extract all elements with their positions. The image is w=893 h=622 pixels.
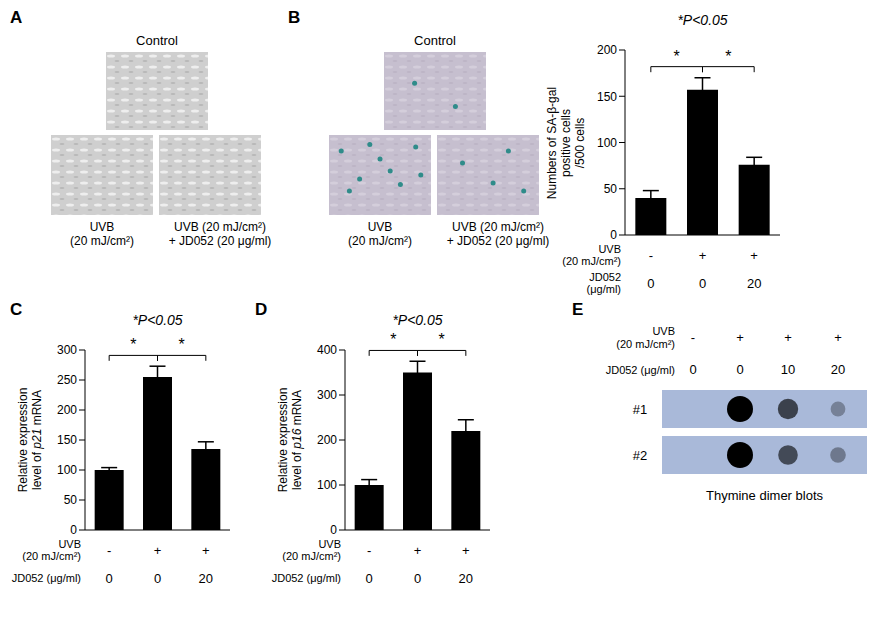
html-text:(20 mJ/cm²): (20 mJ/cm²) [562,255,621,267]
html-text:(μg/ml): (μg/ml) [586,283,621,295]
html-text:UVB: UVB [598,243,621,255]
html-text:+ JD052 (20 μg/ml): + JD052 (20 μg/ml) [446,234,550,248]
html-text:0: 0 [689,362,697,377]
html-text:10: 10 [780,362,796,377]
svg-text:200: 200 [597,43,617,57]
html-text:B: B [288,8,301,27]
html-text:mRNA: mRNA [290,390,304,429]
html-text:UVB: UVB [367,220,393,234]
svg-text:50: 50 [64,493,78,507]
svg-text:+: + [414,543,422,558]
svg-text:*: * [179,336,185,353]
html-text:p16: p16 [290,428,304,449]
html-text:(20 mJ/cm²): (20 mJ/cm²) [616,338,675,350]
html-text:UVB: UVB [318,538,341,550]
html-text:JD052 (μg/ml): JD052 (μg/ml) [605,363,675,376]
html-text:C: C [10,300,23,319]
svg-text:50: 50 [604,182,618,196]
html-text:E: E [572,300,584,319]
svg-text:+: + [699,248,707,263]
html-text:*P<0.05: *P<0.05 [677,12,728,28]
html-text:JD052 (μg/ml): JD052 (μg/ml) [11,572,81,584]
html-text:mRNA: mRNA [30,390,44,429]
html-text:positive cells: positive cells [558,108,572,177]
html-text:+ JD052 (20 μg/ml): + JD052 (20 μg/ml) [168,234,272,248]
html-text:(20 mJ/cm²): (20 mJ/cm²) [282,550,341,562]
html-text:/500 cells: /500 cells [572,117,586,168]
svg-text:300: 300 [317,388,337,402]
html-text:D: D [255,300,268,319]
html-text:Control: Control [414,33,456,48]
html-text:(20 mJ/cm²): (20 mJ/cm²) [22,550,81,562]
svg-text:0: 0 [106,571,113,586]
svg-text:+: + [750,248,758,263]
svg-text:250: 250 [57,373,77,387]
html-text:JD052: JD052 [589,271,621,283]
svg-text:+: + [202,543,210,558]
svg-text:100: 100 [597,136,617,150]
svg-text:400: 400 [317,343,337,357]
svg-text:200: 200 [57,403,77,417]
svg-text:0: 0 [647,276,654,291]
svg-text:*: * [439,331,445,348]
svg-text:*: * [674,48,680,65]
html-text:UVB: UVB [58,538,81,550]
html-text:Numbers of SA-β-gal: Numbers of SA-β-gal [544,86,558,199]
html-text:Relative expression: Relative expression [276,387,290,493]
svg-text:-: - [649,248,653,263]
svg-text:0: 0 [366,571,373,586]
svg-text:200: 200 [317,433,337,447]
svg-text:150: 150 [597,90,617,104]
svg-text:#2: #2 [633,448,647,463]
svg-text:20: 20 [459,571,473,586]
html-text:Relative expression: Relative expression [16,387,30,493]
html-text:*P<0.05: *P<0.05 [132,312,183,328]
svg-text:+: + [154,543,162,558]
svg-text:#1: #1 [633,402,647,417]
svg-text:0: 0 [414,571,421,586]
svg-text:*: * [725,48,731,65]
svg-text:0: 0 [610,228,617,242]
html-text:level of: level of [290,448,304,490]
svg-text:300: 300 [57,343,77,357]
html-text:*P<0.05: *P<0.05 [392,312,443,328]
svg-text:0: 0 [330,523,337,537]
svg-text:*: * [130,336,136,353]
html-text:UVB: UVB [89,220,115,234]
html-text:level of: level of [30,448,44,490]
html-text:UVB: UVB [652,325,675,337]
svg-text:20: 20 [747,276,761,291]
svg-text:-: - [107,543,111,558]
html-text:20: 20 [830,362,846,377]
svg-text:100: 100 [317,478,337,492]
svg-text:0: 0 [154,571,161,586]
html-text:0: 0 [736,362,744,377]
svg-text:-: - [367,543,371,558]
svg-text:0: 0 [699,276,706,291]
html-text:p21: p21 [30,428,44,449]
html-text:UVB (20 mJ/cm²): UVB (20 mJ/cm²) [452,220,544,234]
svg-text:0: 0 [70,523,77,537]
svg-text:+: + [462,543,470,558]
html-text:(20 mJ/cm²): (20 mJ/cm²) [70,234,134,248]
html-text:A: A [10,8,23,27]
html-text:Control: Control [136,33,178,48]
svg-text:150: 150 [57,433,77,447]
html-text:(20 mJ/cm²): (20 mJ/cm²) [348,234,412,248]
html-text:UVB (20 mJ/cm²): UVB (20 mJ/cm²) [174,220,266,234]
svg-text:20: 20 [199,571,213,586]
svg-text:100: 100 [57,463,77,477]
html-text:JD052 (μg/ml): JD052 (μg/ml) [271,572,341,584]
html-text:Thymine dimer blots: Thymine dimer blots [706,488,823,503]
svg-text:*: * [390,331,396,348]
